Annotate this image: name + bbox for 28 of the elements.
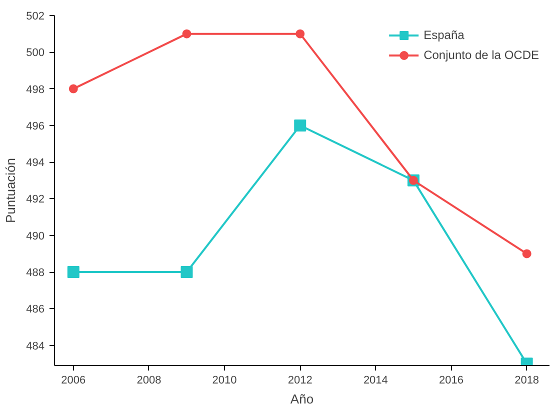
x-tick-label: 2010 bbox=[212, 374, 237, 386]
point bbox=[180, 266, 193, 278]
point bbox=[68, 84, 78, 94]
y-tick-label: 496 bbox=[26, 120, 45, 132]
y-tick-label: 490 bbox=[26, 230, 45, 242]
x-tick-label: 2006 bbox=[61, 374, 86, 386]
x-axis-title: Año bbox=[290, 392, 314, 406]
y-tick-label: 498 bbox=[26, 84, 45, 96]
x-tick-label: 2014 bbox=[363, 374, 388, 386]
y-tick-label: 492 bbox=[26, 194, 45, 206]
point bbox=[294, 119, 306, 132]
point bbox=[67, 266, 80, 278]
legend-label: España bbox=[424, 28, 464, 42]
y-tick-label: 500 bbox=[26, 47, 45, 60]
x-tick-label: 2016 bbox=[439, 374, 464, 386]
y-tick-label: 494 bbox=[26, 157, 45, 170]
y-tick-label: 486 bbox=[26, 304, 45, 316]
x-tick-label: 2018 bbox=[514, 374, 540, 386]
y-tick-label: 488 bbox=[26, 267, 45, 280]
y-axis-title: Puntuación bbox=[3, 158, 18, 224]
legend-label: Conjunto de la OCDE bbox=[424, 48, 539, 62]
y-tick-label: 502 bbox=[26, 10, 45, 22]
point bbox=[182, 29, 192, 38]
y-tick-label: 484 bbox=[26, 340, 45, 352]
x-tick-label: 2008 bbox=[136, 374, 162, 386]
point bbox=[296, 29, 305, 38]
point bbox=[522, 249, 532, 258]
x-tick-label: 2012 bbox=[288, 374, 312, 386]
